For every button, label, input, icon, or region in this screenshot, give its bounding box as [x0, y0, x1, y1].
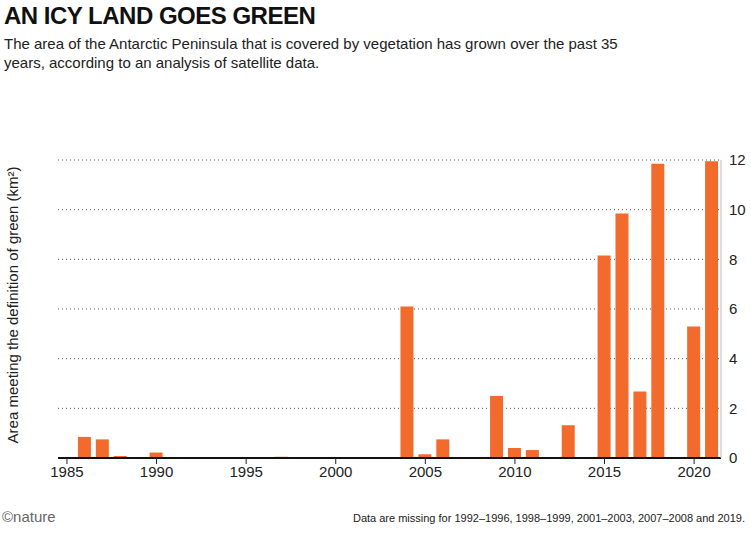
svg-text:2015: 2015 [588, 463, 621, 480]
html-text:©nature: ©nature [2, 508, 56, 525]
svg-text:1995: 1995 [229, 463, 262, 480]
svg-text:2020: 2020 [677, 463, 710, 480]
svg-text:0: 0 [729, 449, 737, 466]
svg-text:10: 10 [729, 201, 743, 218]
svg-text:2010: 2010 [498, 463, 531, 480]
svg-text:2005: 2005 [409, 463, 442, 480]
html-text:AN ICY LAND GOES GREEN: AN ICY LAND GOES GREEN [4, 2, 316, 29]
svg-text:1990: 1990 [140, 463, 173, 480]
svg-text:12: 12 [729, 151, 743, 168]
svg-text:4: 4 [729, 350, 737, 367]
svg-text:8: 8 [729, 251, 737, 268]
svg-text:1985: 1985 [50, 463, 83, 480]
svg-text:2000: 2000 [319, 463, 352, 480]
html-text:Area meeting the definition of: Area meeting the definition of green (km… [4, 166, 21, 444]
html-text:The area of the Antarctic Peni: The area of the Antarctic Peninsula that… [4, 35, 618, 71]
html-text:Data are missing for 1992–1996: Data are missing for 1992–1996, 1998–199… [353, 512, 745, 524]
svg-text:6: 6 [729, 300, 737, 317]
svg-text:2: 2 [729, 400, 737, 417]
